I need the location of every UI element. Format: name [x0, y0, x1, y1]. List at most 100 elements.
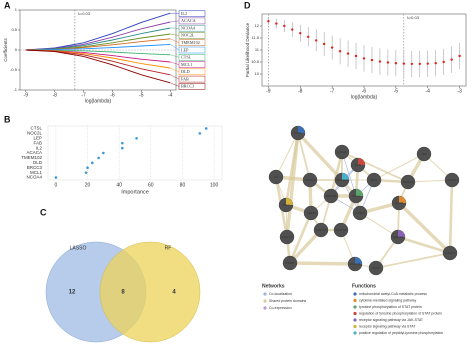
- node-label: IL2RB: [395, 201, 403, 205]
- deviance-dot: [434, 62, 437, 65]
- deviance-dot: [450, 58, 453, 61]
- coefficient-path: [25, 27, 171, 51]
- deviance-dot: [307, 35, 310, 38]
- legend-entry: Co-expression: [269, 306, 292, 310]
- category-label: ACACA: [26, 150, 42, 155]
- y-tick-label: 1: [15, 7, 18, 12]
- node-label: ACACA: [305, 178, 315, 182]
- node-label: SOCS3: [393, 235, 404, 239]
- x-tick-label: -5: [394, 88, 399, 94]
- x-tick-label: 60: [148, 182, 154, 188]
- region-count: 4: [172, 290, 176, 296]
- node-function-slice: [342, 173, 349, 180]
- network-node: [444, 172, 460, 188]
- network-node: [303, 205, 319, 221]
- node-label: NOC2L: [337, 150, 347, 154]
- importance-dot: [121, 141, 124, 145]
- network-edge: [407, 179, 453, 183]
- legend-entry: receptor signaling pathway via JAK-STAT: [359, 318, 424, 322]
- panel-label: D: [244, 0, 251, 10]
- node-label: LEP: [421, 152, 427, 156]
- y-tick-label: 11: [255, 47, 260, 52]
- deviance-dot: [418, 62, 421, 66]
- deviance-dot: [291, 28, 294, 31]
- y-tick-label: 0.5: [11, 27, 17, 32]
- panel-label: C: [40, 207, 47, 217]
- set-circle: [99, 241, 201, 343]
- y-axis-label: Partial Likelihood Deviance: [245, 22, 250, 77]
- network-edge: [288, 228, 323, 265]
- node-function-slice: [355, 257, 362, 264]
- node-label: TMEM102: [335, 178, 349, 182]
- y-axis-label: Coefficients: [3, 38, 8, 62]
- label-box: [178, 32, 206, 39]
- x-tick-label: 20: [85, 182, 91, 188]
- annotation: λ=0.03: [78, 11, 91, 16]
- category-label: MCL1: [30, 170, 43, 175]
- x-tick-label: -3: [457, 88, 462, 94]
- network-node: [368, 260, 384, 276]
- legend-swatch: [353, 331, 357, 335]
- node-label: STAT5A: [316, 228, 327, 232]
- x-tick-label: -5: [139, 92, 144, 98]
- label-leader: [170, 61, 180, 65]
- node-function-slice: [358, 158, 365, 165]
- plot-frame: [47, 125, 223, 181]
- node-label: DLD: [371, 178, 378, 182]
- legend-entry: cytokine-mediated signaling pathway: [359, 298, 416, 302]
- y-tick-label: 12: [255, 23, 260, 28]
- node-label: PDHB: [286, 261, 294, 265]
- node-label: JAK2: [282, 203, 290, 207]
- network-edge: [288, 212, 313, 264]
- region-count: 8: [121, 290, 125, 296]
- category-label: FAB: [33, 140, 42, 145]
- deviance-dot: [354, 54, 358, 58]
- label-leader: [170, 38, 180, 43]
- series-label: NCOA4: [181, 25, 196, 30]
- label-box: [178, 24, 206, 32]
- network-node: [279, 229, 295, 245]
- legend-swatch: [353, 318, 357, 322]
- importance-dot: [198, 132, 202, 135]
- label-box: [178, 68, 206, 76]
- network-node: [400, 174, 416, 190]
- network-edge: [397, 235, 451, 255]
- label-leader: [170, 20, 180, 23]
- x-tick-label: 100: [210, 182, 219, 188]
- category-label: TMEM102: [21, 155, 42, 160]
- network-node: [302, 172, 318, 188]
- network-node: [442, 245, 458, 261]
- importance-dot: [86, 166, 89, 170]
- x-tick-label: -4: [426, 88, 431, 94]
- x-tick-label: -9: [266, 88, 271, 94]
- network-edge: [296, 131, 344, 182]
- node-function-slice: [399, 196, 406, 203]
- label-leader: [170, 74, 180, 80]
- region-count: 12: [69, 290, 76, 296]
- label-box: [178, 61, 206, 68]
- legend-title: Functions: [352, 283, 376, 289]
- coefficient-path: [25, 43, 171, 51]
- importance-dot: [84, 171, 88, 174]
- network-edge: [341, 151, 357, 197]
- deviance-dot: [346, 52, 350, 55]
- network-node: [323, 188, 339, 204]
- x-axis-label: Importance: [121, 189, 149, 195]
- x-tick-label: -6: [362, 88, 367, 94]
- series-label: DLD: [181, 69, 190, 74]
- deviance-dot: [402, 62, 406, 65]
- legend-swatch: [353, 311, 357, 316]
- series-label: MCL1: [181, 62, 192, 67]
- legend-entry: Shared protein domains: [269, 299, 306, 303]
- x-tick-label: -4: [168, 92, 173, 98]
- deviance-dot: [275, 22, 278, 25]
- label-leader: [170, 82, 180, 87]
- deviance-dot: [394, 62, 398, 65]
- importance-dot: [97, 156, 100, 160]
- network-edge: [373, 153, 425, 181]
- category-label: IL2: [36, 145, 43, 150]
- x-tick-label: 40: [116, 182, 122, 188]
- x-tick-label: -9: [24, 92, 29, 98]
- network-edge: [297, 132, 311, 181]
